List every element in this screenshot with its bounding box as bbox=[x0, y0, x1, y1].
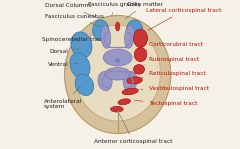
Ellipse shape bbox=[125, 25, 134, 48]
Ellipse shape bbox=[134, 48, 147, 62]
Ellipse shape bbox=[115, 22, 120, 31]
Text: Fasciculus cuneatus: Fasciculus cuneatus bbox=[45, 14, 104, 27]
Ellipse shape bbox=[133, 29, 148, 48]
Text: Rubrospinal tract: Rubrospinal tract bbox=[145, 56, 199, 65]
Text: Fasciculus gracilis: Fasciculus gracilis bbox=[88, 2, 141, 16]
Ellipse shape bbox=[65, 15, 171, 134]
Text: Anterolateral
system: Anterolateral system bbox=[44, 86, 82, 109]
Ellipse shape bbox=[123, 72, 137, 91]
Text: Corticorubral tract: Corticorubral tract bbox=[146, 42, 203, 50]
Ellipse shape bbox=[133, 65, 144, 74]
Circle shape bbox=[116, 59, 119, 62]
Text: Ventral: Ventral bbox=[48, 62, 79, 67]
Ellipse shape bbox=[105, 67, 131, 80]
Ellipse shape bbox=[75, 74, 94, 96]
Ellipse shape bbox=[111, 106, 123, 112]
Ellipse shape bbox=[122, 88, 138, 95]
Text: Dorsal: Dorsal bbox=[50, 49, 80, 54]
Ellipse shape bbox=[98, 72, 112, 91]
Text: Tectospinal tract: Tectospinal tract bbox=[134, 101, 197, 106]
Ellipse shape bbox=[101, 25, 111, 48]
Ellipse shape bbox=[126, 20, 143, 41]
Ellipse shape bbox=[75, 25, 160, 121]
Text: Dorsal Columns: Dorsal Columns bbox=[45, 3, 98, 18]
Ellipse shape bbox=[127, 77, 142, 84]
Ellipse shape bbox=[70, 53, 90, 79]
Text: Grey matter: Grey matter bbox=[125, 2, 163, 19]
Text: Anterior corticospinal tract: Anterior corticospinal tract bbox=[94, 113, 173, 144]
Text: Vestibulospinal tract: Vestibulospinal tract bbox=[141, 86, 209, 91]
Text: Spinocerebellar tracts: Spinocerebellar tracts bbox=[42, 37, 107, 42]
Ellipse shape bbox=[93, 20, 109, 41]
Ellipse shape bbox=[103, 49, 132, 66]
Text: Reticulospinal tract: Reticulospinal tract bbox=[142, 71, 205, 77]
Ellipse shape bbox=[118, 99, 131, 105]
Ellipse shape bbox=[71, 32, 92, 58]
Text: Lateral corticospinal tract: Lateral corticospinal tract bbox=[146, 8, 222, 30]
